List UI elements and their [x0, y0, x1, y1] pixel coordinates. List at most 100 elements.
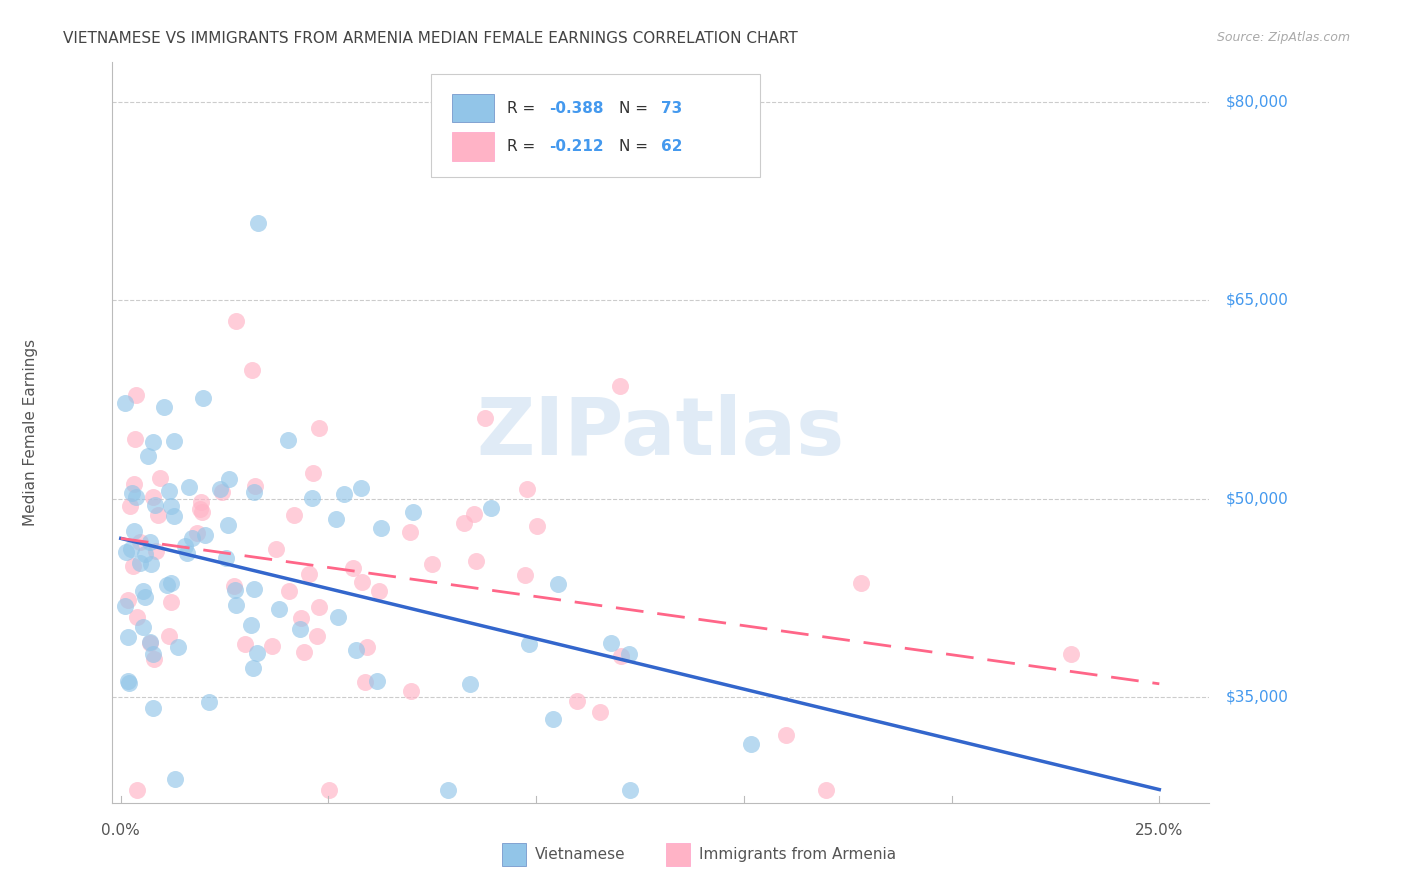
Point [120, 542, 142, 557]
Point [217, 518, 239, 533]
Point [224, 583, 246, 598]
Point [142, 434, 165, 449]
Point [174, 539, 197, 553]
Point [167, 640, 190, 654]
Point [463, 508, 485, 522]
Text: Median Female Earnings: Median Female Earnings [22, 339, 38, 526]
Point [177, 480, 200, 494]
Point [162, 434, 184, 449]
Point [141, 701, 163, 715]
Point [121, 559, 143, 574]
Text: -0.388: -0.388 [548, 101, 603, 116]
Point [139, 634, 162, 648]
Point [458, 676, 481, 690]
Point [186, 525, 208, 540]
Text: VIETNAMESE VS IMMIGRANTS FROM ARMENIA MEDIAN FEMALE EARNINGS CORRELATION CHART: VIETNAMESE VS IMMIGRANTS FROM ARMENIA ME… [63, 31, 799, 46]
Point [609, 379, 631, 393]
Point [326, 609, 349, 624]
Point [277, 433, 299, 447]
Point [153, 400, 176, 414]
Point [325, 512, 347, 526]
Point [117, 593, 139, 607]
Point [118, 499, 141, 513]
Text: N =: N = [619, 101, 652, 116]
Point [288, 622, 311, 636]
Point [145, 543, 167, 558]
Point [162, 508, 184, 523]
Text: $80,000: $80,000 [1226, 95, 1288, 110]
Text: $35,000: $35,000 [1226, 690, 1289, 705]
Point [517, 637, 540, 651]
Point [420, 558, 443, 572]
Text: 25.0%: 25.0% [1135, 822, 1184, 838]
Point [246, 646, 269, 660]
Point [190, 505, 212, 519]
Point [599, 635, 621, 649]
Point [139, 557, 162, 571]
Point [149, 471, 172, 485]
Point [267, 602, 290, 616]
Text: R =: R = [508, 139, 540, 154]
Point [233, 637, 256, 651]
Point [292, 645, 315, 659]
Point [437, 782, 460, 797]
Point [142, 652, 165, 666]
Point [370, 521, 392, 535]
Point [198, 695, 221, 709]
Point [211, 484, 233, 499]
Bar [453, 133, 494, 161]
Point [245, 479, 267, 493]
Text: $65,000: $65,000 [1226, 293, 1289, 308]
FancyBboxPatch shape [430, 73, 759, 178]
Point [849, 576, 872, 591]
Point [225, 598, 247, 612]
Point [209, 482, 232, 496]
Text: N =: N = [619, 139, 652, 154]
Point [190, 494, 212, 508]
Point [342, 561, 364, 575]
Point [142, 647, 165, 661]
Point [481, 500, 503, 515]
Point [610, 649, 633, 664]
Point [240, 362, 263, 376]
Point [465, 553, 488, 567]
Point [134, 547, 156, 561]
Point [775, 728, 797, 742]
Point [125, 490, 148, 504]
Point [114, 396, 136, 410]
Point [352, 574, 374, 589]
Text: ZIPatlas: ZIPatlas [477, 393, 845, 472]
Point [589, 705, 612, 719]
Point [298, 567, 321, 582]
Point [157, 629, 180, 643]
Point [399, 683, 422, 698]
Point [218, 472, 240, 486]
Point [350, 481, 373, 495]
Point [139, 535, 162, 549]
Point [526, 519, 548, 533]
Point [290, 611, 312, 625]
Bar [666, 843, 690, 866]
Point [114, 599, 136, 613]
Point [145, 498, 167, 512]
Point [117, 674, 139, 689]
Point [131, 620, 153, 634]
Text: $50,000: $50,000 [1226, 491, 1288, 507]
Point [513, 568, 536, 582]
Point [156, 578, 179, 592]
Point [333, 487, 356, 501]
Point [191, 391, 214, 405]
Point [160, 595, 183, 609]
Point [165, 772, 187, 786]
Point [117, 630, 139, 644]
Text: Immigrants from Armenia: Immigrants from Armenia [699, 847, 897, 863]
Point [318, 782, 340, 797]
Point [277, 584, 299, 599]
Point [308, 421, 330, 435]
Point [264, 541, 287, 556]
Bar [453, 94, 494, 122]
Point [124, 432, 146, 446]
Point [134, 590, 156, 604]
Point [402, 505, 425, 519]
Text: 62: 62 [661, 139, 682, 154]
